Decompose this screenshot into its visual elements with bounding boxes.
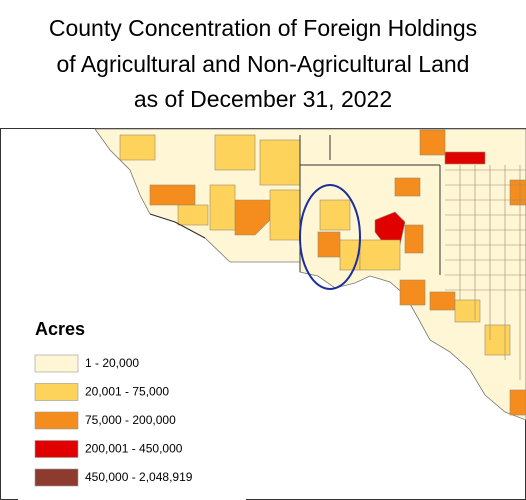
legend-label: 200,001 - 450,000: [85, 442, 183, 456]
county: [319, 199, 351, 231]
legend-box: [18, 310, 246, 500]
county: [399, 279, 426, 306]
county: [419, 129, 446, 156]
legend: Acres 1 - 20,000 20,001 - 75,000 75,000 - …: [18, 310, 246, 500]
title-line: as of December 31, 2022: [134, 86, 392, 112]
county: [429, 291, 456, 311]
legend-label: 75,000 - 200,000: [85, 413, 176, 427]
legend-label: 20,001 - 75,000: [85, 385, 169, 399]
county: [317, 231, 341, 258]
county: [454, 299, 481, 323]
county: [444, 151, 486, 165]
county: [509, 179, 526, 206]
county: [149, 184, 196, 206]
county: [209, 184, 236, 231]
county: [359, 239, 401, 271]
legend-label: 1 - 20,000: [85, 356, 139, 370]
county: [394, 177, 421, 197]
county-grid: [445, 165, 526, 380]
county: [214, 134, 256, 171]
legend-title: Acres: [35, 319, 85, 339]
highlight-ellipse: [299, 184, 361, 290]
legend-label: 450,000 - 2,048,919: [85, 470, 193, 484]
county: [339, 239, 361, 271]
legend-swatch: [34, 468, 79, 487]
state-border: [149, 135, 441, 275]
legend-swatch: [34, 440, 79, 458]
legend-swatch: [34, 411, 79, 430]
legend-items: 1 - 20,000 20,001 - 75,000 75,000 - 200,00…: [34, 354, 193, 487]
county: [269, 189, 301, 241]
title-line: County Concentration of Foreign Holdings: [49, 15, 477, 41]
legend-swatch: [34, 383, 79, 401]
county: [509, 389, 526, 416]
county: [259, 139, 301, 186]
county: [177, 204, 209, 226]
county: [119, 134, 156, 161]
legend-swatch: [34, 354, 79, 373]
title-line: of Agricultural and Non-Agricultural Lan…: [57, 51, 470, 77]
county: [404, 224, 424, 254]
county: [484, 324, 511, 356]
